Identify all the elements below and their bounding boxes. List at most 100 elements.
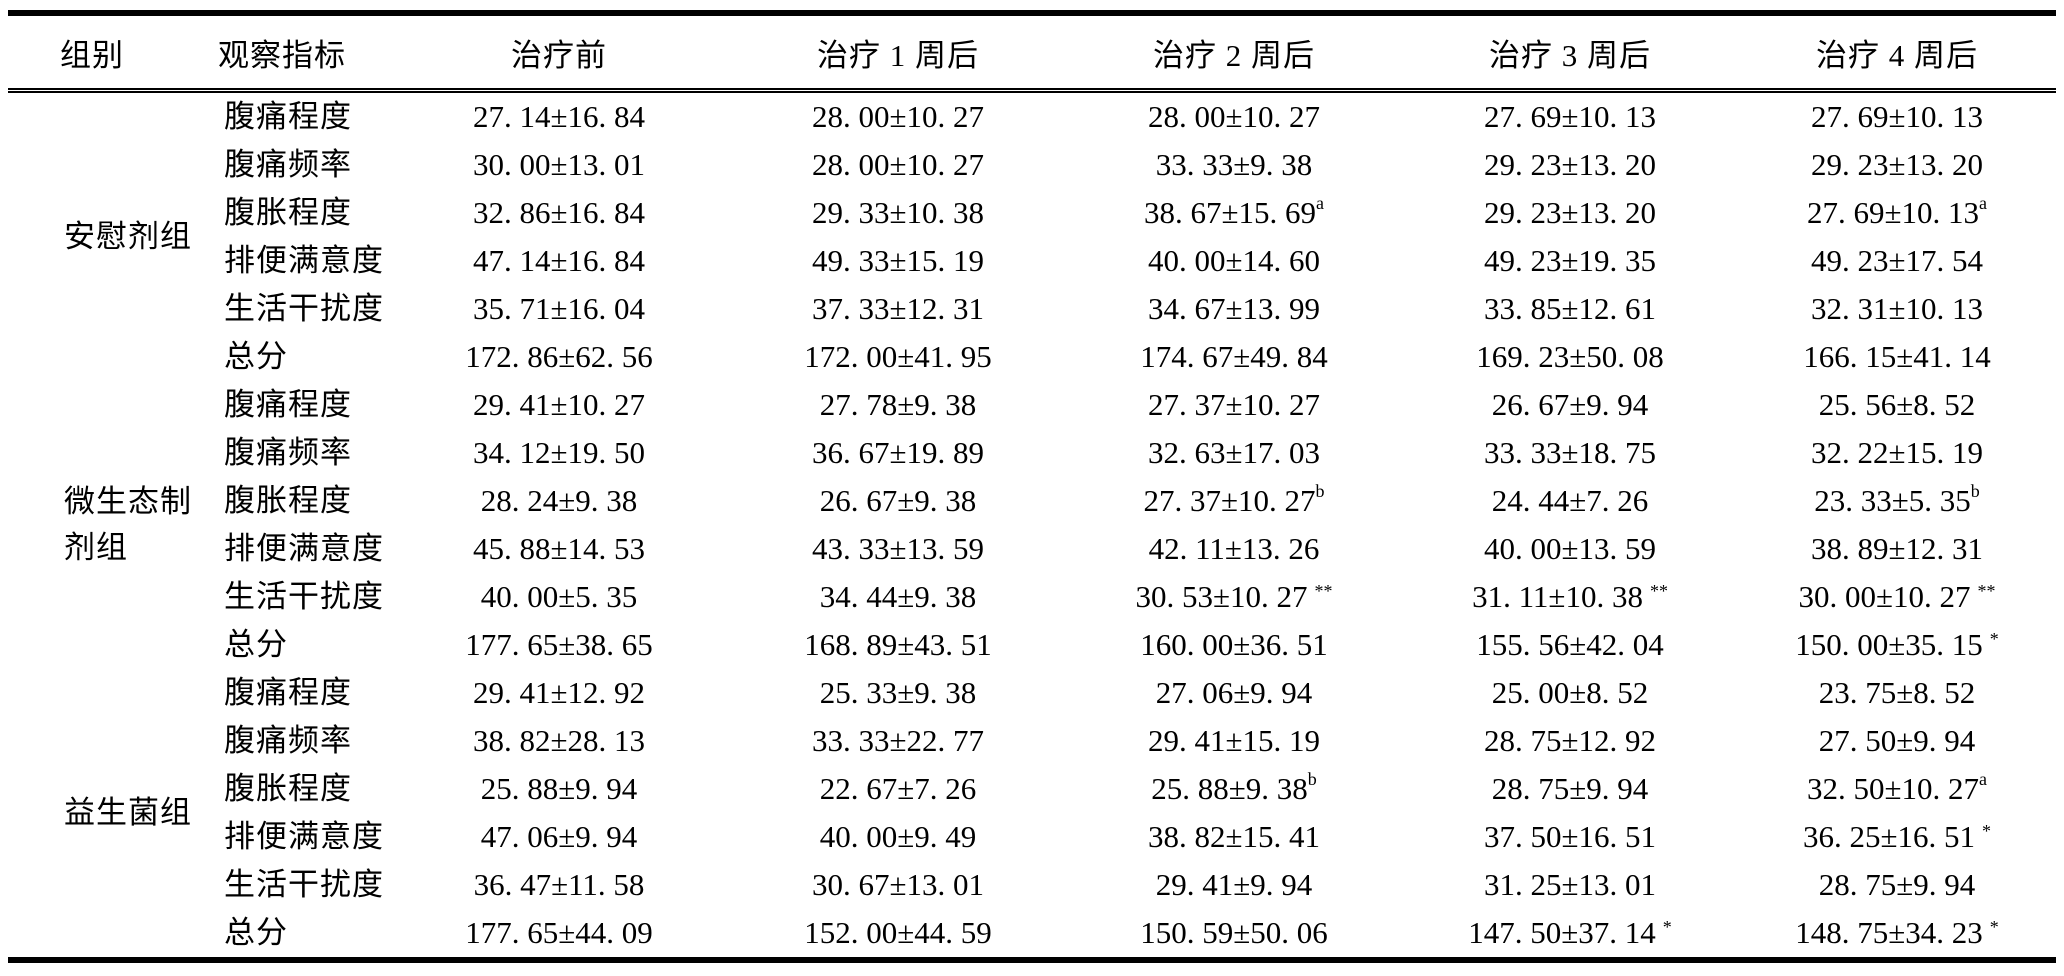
- value-cell: 43. 33±13. 59: [730, 525, 1066, 573]
- value-text: 31. 11±10. 38: [1472, 579, 1643, 615]
- value-cell: 26. 67±9. 38: [730, 477, 1066, 525]
- value-text: 40. 00±9. 49: [819, 819, 977, 855]
- value-text: 155. 56±42. 04: [1476, 627, 1664, 663]
- indicator-label: 腹胀程度: [224, 195, 352, 231]
- value-text: 29. 41±10. 27: [472, 387, 645, 423]
- value-text: 25. 56±8. 52: [1818, 387, 1976, 423]
- value-text: 29. 23±13. 20: [1483, 195, 1656, 231]
- value-cell: 37. 33±12. 31: [730, 285, 1066, 333]
- table-row: 排便满意度 47. 06±9. 94 40. 00±9. 49 38. 82±15. …: [8, 813, 2056, 861]
- value-text: 49. 33±15. 19: [811, 243, 984, 279]
- value-cell: 147. 50±37. 14 *: [1402, 909, 1738, 960]
- value-text: 160. 00±36. 51: [1140, 627, 1328, 663]
- indicator-label: 排便满意度: [224, 819, 384, 855]
- table-row: 微生态制剂组 腹痛程度 29. 41±10. 27 27. 78±9. 38 27. 3…: [8, 381, 2056, 565]
- value-text: 32. 22±15. 19: [1810, 435, 1983, 471]
- value-cell: 155. 56±42. 04: [1402, 621, 1738, 669]
- significance-marker: **: [1314, 580, 1333, 601]
- table-row: 腹胀程度 28. 24±9. 38 26. 67±9. 38 27. 37±10. 2…: [8, 477, 2056, 525]
- value-cell: 40. 00±9. 49: [730, 813, 1066, 861]
- value-text: 32. 86±16. 84: [472, 195, 645, 231]
- value-cell: 27. 69±10. 13: [1402, 91, 1738, 142]
- value-cell: 27. 37±10. 27: [1066, 381, 1402, 429]
- table-row: 排便满意度 45. 88±14. 53 43. 33±13. 59 42. 11±13…: [8, 525, 2056, 573]
- value-text: 29. 33±10. 38: [811, 195, 984, 231]
- value-text: 38. 67±15. 69: [1144, 195, 1317, 231]
- value-text: 40. 00±5. 35: [480, 579, 638, 615]
- value-cell: 29. 41±10. 27: [388, 381, 730, 429]
- table-row: 排便满意度 47. 14±16. 84 49. 33±15. 19 40. 00±14…: [8, 237, 2056, 285]
- value-cell: 28. 24±9. 38: [388, 477, 730, 525]
- value-text: 169. 23±50. 08: [1476, 339, 1664, 375]
- value-text: 27. 37±10. 27: [1143, 483, 1316, 519]
- value-text: 31. 25±13. 01: [1483, 867, 1656, 903]
- value-cell: 29. 23±13. 20: [1402, 141, 1738, 189]
- group-name-text: 益生菌组: [64, 794, 192, 830]
- value-text: 28. 00±10. 27: [811, 147, 984, 183]
- value-cell: 30. 00±10. 27 **: [1738, 573, 2056, 621]
- significance-marker: **: [1977, 580, 1996, 601]
- value-cell: 29. 41±15. 19: [1066, 717, 1402, 765]
- value-text: 29. 23±13. 20: [1810, 147, 1983, 183]
- value-text: 30. 00±10. 27: [1798, 579, 1971, 615]
- value-cell: 47. 14±16. 84: [388, 237, 730, 285]
- value-text: 25. 88±9. 38: [1151, 771, 1308, 807]
- value-text: 36. 67±19. 89: [811, 435, 984, 471]
- value-text: 34. 12±19. 50: [472, 435, 645, 471]
- table-row: 腹痛频率 38. 82±28. 13 33. 33±22. 77 29. 41±15.…: [8, 717, 2056, 765]
- value-text: 40. 00±14. 60: [1147, 243, 1320, 279]
- value-cell: 27. 06±9. 94: [1066, 669, 1402, 717]
- value-text: 49. 23±17. 54: [1810, 243, 1983, 279]
- value-cell: 32. 86±16. 84: [388, 189, 730, 237]
- value-cell: 29. 41±9. 94: [1066, 861, 1402, 909]
- value-cell: 22. 67±7. 26: [730, 765, 1066, 813]
- indicator-label: 生活干扰度: [224, 579, 384, 615]
- value-text: 168. 89±43. 51: [804, 627, 992, 663]
- value-text: 36. 47±11. 58: [473, 867, 645, 903]
- indicator-label: 腹胀程度: [224, 771, 352, 807]
- value-cell: 33. 33±9. 38: [1066, 141, 1402, 189]
- header-group: 组别: [8, 13, 176, 93]
- value-text: 33. 85±12. 61: [1483, 291, 1656, 327]
- value-cell: 45. 88±14. 53: [388, 525, 730, 573]
- value-text: 166. 15±41. 14: [1803, 339, 1991, 375]
- value-text: 150. 59±50. 06: [1140, 915, 1328, 951]
- value-cell: 42. 11±13. 26: [1066, 525, 1402, 573]
- significance-marker: b: [1315, 481, 1325, 502]
- value-cell: 174. 67±49. 84: [1066, 333, 1402, 381]
- value-cell: 25. 00±8. 52: [1402, 669, 1738, 717]
- value-text: 148. 75±34. 23: [1795, 915, 1983, 951]
- value-text: 28. 00±10. 27: [1147, 99, 1320, 135]
- value-cell: 49. 23±17. 54: [1738, 237, 2056, 285]
- value-text: 36. 25±16. 51: [1803, 819, 1976, 855]
- value-cell: 172. 00±41. 95: [730, 333, 1066, 381]
- value-text: 29. 41±12. 92: [472, 675, 645, 711]
- significance-marker: a: [1979, 769, 1987, 790]
- value-text: 27. 69±10. 13: [1483, 99, 1656, 135]
- header-week3: 治疗 3 周后: [1402, 13, 1738, 93]
- significance-marker: b: [1970, 481, 1980, 502]
- value-text: 172. 86±62. 56: [465, 339, 653, 375]
- value-cell: 28. 75±9. 94: [1402, 765, 1738, 813]
- value-cell: 38. 67±15. 69a: [1066, 189, 1402, 237]
- value-cell: 29. 23±13. 20: [1402, 189, 1738, 237]
- value-text: 172. 00±41. 95: [804, 339, 992, 375]
- value-cell: 32. 50±10. 27a: [1738, 765, 2056, 813]
- value-text: 30. 67±13. 01: [811, 867, 984, 903]
- value-text: 33. 33±18. 75: [1483, 435, 1656, 471]
- value-text: 28. 75±12. 92: [1483, 723, 1656, 759]
- value-text: 33. 33±22. 77: [811, 723, 984, 759]
- value-text: 27. 69±10. 13: [1810, 99, 1983, 135]
- significance-marker: *: [1662, 916, 1672, 937]
- value-cell: 168. 89±43. 51: [730, 621, 1066, 669]
- table-row: 总分 172. 86±62. 56 172. 00±41. 95 174. 67±49…: [8, 333, 2056, 381]
- value-cell: 150. 00±35. 15 *: [1738, 621, 2056, 669]
- value-cell: 29. 33±10. 38: [730, 189, 1066, 237]
- value-cell: 29. 41±12. 92: [388, 669, 730, 717]
- value-cell: 32. 31±10. 13: [1738, 285, 2056, 333]
- indicator-label: 腹痛频率: [224, 723, 352, 759]
- value-text: 32. 31±10. 13: [1810, 291, 1983, 327]
- significance-marker: *: [1982, 820, 1991, 841]
- value-text: 152. 00±44. 59: [804, 915, 992, 951]
- value-cell: 38. 89±12. 31: [1738, 525, 2056, 573]
